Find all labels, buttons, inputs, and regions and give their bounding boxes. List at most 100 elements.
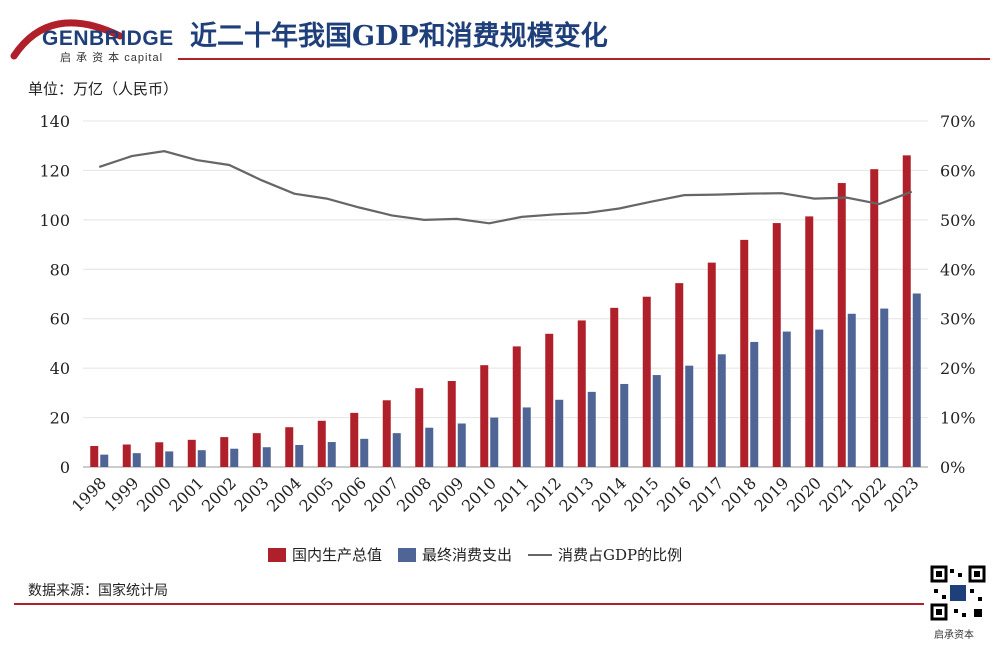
right-tick-label: 30% bbox=[940, 310, 976, 329]
bar-consumption bbox=[847, 313, 856, 467]
left-tick-label: 60 bbox=[50, 310, 70, 329]
bar-consumption bbox=[490, 417, 499, 467]
x-tick-label: 1998 bbox=[68, 473, 110, 515]
bar-consumption bbox=[620, 383, 629, 467]
bar-gdp bbox=[772, 223, 781, 467]
legend-item-gdp: 国内生产总值 bbox=[268, 544, 382, 565]
page-title: 近二十年我国GDP和消费规模变化 bbox=[190, 21, 608, 52]
x-tick-label: 2011 bbox=[490, 473, 532, 515]
bar-gdp bbox=[350, 412, 359, 467]
bar-consumption bbox=[717, 354, 726, 467]
legend-item-consumption: 最终消费支出 bbox=[398, 544, 512, 565]
x-tick-label: 2008 bbox=[393, 473, 435, 515]
bar-gdp bbox=[870, 169, 879, 467]
x-tick-label: 2007 bbox=[360, 473, 402, 515]
bar-consumption bbox=[782, 331, 791, 467]
bar-gdp bbox=[805, 216, 814, 467]
x-tick-label: 2013 bbox=[555, 473, 597, 515]
x-tick-label: 2005 bbox=[295, 473, 337, 515]
right-tick-label: 10% bbox=[940, 409, 976, 428]
bar-consumption bbox=[230, 448, 239, 467]
bar-consumption bbox=[555, 399, 564, 467]
bar-gdp bbox=[577, 320, 586, 467]
bar-gdp bbox=[642, 296, 651, 467]
bar-consumption bbox=[652, 375, 661, 467]
left-tick-label: 40 bbox=[50, 359, 70, 378]
right-axis-ticks: 0% 10% 20% 30% 40% 50% 60% 70% bbox=[940, 112, 976, 477]
legend: 国内生产总值 最终消费支出 消费占GDP的比例 bbox=[268, 544, 698, 565]
x-tick-label: 2000 bbox=[133, 473, 175, 515]
left-tick-label: 20 bbox=[50, 409, 70, 428]
x-tick-label: 2017 bbox=[685, 473, 727, 515]
legend-item-ratio: 消费占GDP的比例 bbox=[528, 544, 682, 565]
logo-name: GENBRIDGE bbox=[42, 27, 174, 50]
logo bbox=[10, 6, 180, 62]
x-tick-label: 2022 bbox=[848, 473, 890, 515]
header-divider bbox=[178, 58, 990, 60]
bar-gdp bbox=[447, 380, 456, 467]
bar-consumption bbox=[327, 442, 336, 467]
bar-consumption bbox=[100, 454, 109, 467]
bar-gdp bbox=[902, 155, 911, 468]
x-tick-label: 2006 bbox=[328, 473, 370, 515]
legend-label-ratio: 消费占GDP的比例 bbox=[558, 546, 683, 564]
x-axis-ticks: 1998199920002001200220032004200520062007… bbox=[68, 473, 923, 515]
bar-gdp bbox=[122, 444, 131, 467]
bar-gdp bbox=[480, 365, 489, 467]
logo-subtitle: 启 承 资 本 capital bbox=[60, 52, 164, 64]
x-tick-label: 2004 bbox=[263, 473, 305, 515]
qr-code-icon bbox=[930, 565, 986, 621]
bar-gdp bbox=[740, 239, 749, 467]
bar-gdp bbox=[285, 427, 294, 467]
left-tick-label: 0 bbox=[60, 458, 70, 477]
bar-gdp bbox=[317, 420, 326, 467]
bar-consumption bbox=[262, 447, 271, 467]
source-note: 数据来源：国家统计局 bbox=[28, 583, 168, 599]
x-tick-label: 2023 bbox=[880, 473, 922, 515]
unit-label: 单位：万亿（人民币） bbox=[28, 80, 179, 98]
right-tick-label: 0% bbox=[940, 458, 965, 477]
x-tick-label: 2003 bbox=[230, 473, 272, 515]
bar-gdp bbox=[252, 433, 261, 467]
right-tick-label: 40% bbox=[940, 260, 976, 279]
left-tick-label: 100 bbox=[39, 211, 70, 230]
bar-consumption bbox=[880, 308, 889, 467]
bar-consumption bbox=[750, 341, 759, 467]
x-tick-label: 2018 bbox=[718, 473, 760, 515]
qr-label: 启承资本 bbox=[934, 630, 974, 641]
legend-swatch-ratio bbox=[528, 553, 553, 556]
bar-gdp bbox=[382, 400, 391, 467]
right-tick-label: 60% bbox=[940, 161, 976, 180]
x-tick-label: 2014 bbox=[588, 473, 630, 515]
right-tick-label: 50% bbox=[940, 211, 976, 230]
bar-consumption bbox=[912, 293, 921, 467]
legend-label-consumption: 最终消费支出 bbox=[422, 546, 513, 564]
legend-swatch-consumption bbox=[398, 547, 417, 562]
bar-gdp bbox=[675, 283, 684, 467]
bar-consumption bbox=[295, 445, 304, 467]
left-axis-ticks: 0 20 40 60 80 100 120 140 bbox=[39, 112, 70, 477]
bar-consumption bbox=[522, 407, 531, 467]
bar-consumption bbox=[425, 427, 434, 467]
x-tick-label: 1999 bbox=[100, 473, 142, 515]
bar-consumption bbox=[197, 450, 206, 467]
x-tick-label: 2020 bbox=[783, 473, 825, 515]
x-tick-label: 2015 bbox=[620, 473, 662, 515]
bar-gdp bbox=[415, 388, 424, 467]
bar-gdp bbox=[545, 333, 554, 467]
bar-consumption bbox=[815, 329, 824, 467]
bar-gdp bbox=[837, 183, 846, 468]
legend-label-gdp: 国内生产总值 bbox=[292, 546, 383, 564]
left-tick-label: 80 bbox=[50, 260, 70, 279]
x-tick-label: 2012 bbox=[523, 473, 565, 515]
bar-gdp bbox=[707, 262, 716, 467]
bar-consumption bbox=[587, 391, 596, 467]
left-tick-label: 120 bbox=[39, 161, 70, 180]
bar-consumption bbox=[457, 423, 466, 467]
ratio-series-line bbox=[98, 150, 913, 225]
bar-consumption bbox=[685, 365, 694, 467]
grid-lines bbox=[83, 120, 928, 468]
x-tick-label: 2001 bbox=[165, 473, 207, 515]
bar-gdp bbox=[155, 442, 164, 467]
